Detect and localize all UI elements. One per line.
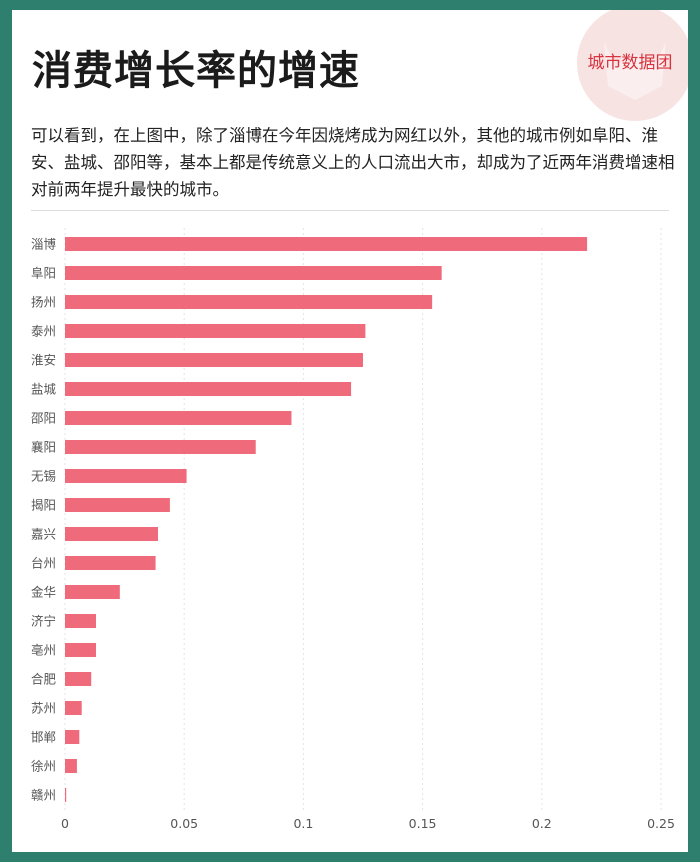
- divider: [31, 210, 669, 211]
- brand-logo: 城市数据团: [576, 10, 688, 122]
- bar-chart: 0 0.05 0.1 0.15 0.2 0.25 淄博阜阳扬州泰州淮安盐城邵阳襄阳无锡揭阳嘉…: [31, 228, 675, 831]
- bar: [65, 556, 156, 570]
- x-tick-label: 0.1: [293, 816, 313, 831]
- bar: [65, 527, 158, 541]
- category-label: 合肥: [31, 672, 57, 687]
- category-label: 淮安: [31, 353, 56, 368]
- bar: [65, 295, 433, 309]
- bar: [65, 469, 187, 483]
- brand-logo-text: 城市数据团: [587, 53, 673, 73]
- bar: [65, 672, 92, 686]
- category-label: 邯郸: [31, 730, 56, 745]
- category-label: 金华: [31, 585, 56, 600]
- category-label: 台州: [31, 556, 56, 571]
- bar: [65, 701, 82, 715]
- category-label: 徐州: [31, 759, 56, 774]
- bar: [65, 788, 67, 802]
- x-tick-label: 0.25: [647, 816, 675, 831]
- bar: [65, 440, 256, 454]
- bar: [65, 614, 96, 628]
- category-label: 泰州: [31, 324, 56, 339]
- bar: [65, 353, 363, 367]
- bar: [65, 585, 120, 599]
- category-label: 盐城: [31, 382, 57, 397]
- category-label: 无锡: [31, 469, 56, 484]
- category-label: 襄阳: [31, 440, 56, 455]
- description-text: 可以看到，在上图中，除了淄博在今年因烧烤成为网红以外，其他的城市例如阜阳、淮安、…: [31, 126, 675, 199]
- category-label: 苏州: [31, 701, 56, 716]
- category-label: 亳州: [31, 643, 56, 658]
- bar: [65, 411, 292, 425]
- x-tick-label: 0.2: [532, 816, 552, 831]
- bar: [65, 382, 352, 396]
- bar: [65, 324, 366, 338]
- chart-card: 城市数据团 消费增长率的增速 可以看到，在上图中，除了淄博在今年因烧烤成为网红以…: [12, 10, 688, 852]
- category-label: 揭阳: [31, 498, 56, 513]
- cat-logo-icon: [577, 10, 688, 121]
- category-label: 阜阳: [31, 266, 56, 281]
- category-label: 扬州: [31, 295, 56, 310]
- bar: [65, 730, 80, 744]
- x-tick-label: 0.15: [409, 816, 437, 831]
- x-tick-label: 0: [61, 816, 69, 831]
- page-title: 消费增长率的增速: [32, 48, 360, 94]
- bar: [65, 643, 96, 657]
- category-label: 赣州: [31, 788, 56, 803]
- x-tick-label: 0.05: [170, 816, 198, 831]
- category-label: 淄博: [31, 237, 57, 252]
- bar: [65, 266, 442, 280]
- category-label: 邵阳: [31, 411, 56, 426]
- bar: [65, 759, 77, 773]
- category-label: 嘉兴: [31, 527, 56, 542]
- bar: [65, 237, 588, 251]
- bar: [65, 498, 170, 512]
- category-label: 济宁: [31, 614, 56, 629]
